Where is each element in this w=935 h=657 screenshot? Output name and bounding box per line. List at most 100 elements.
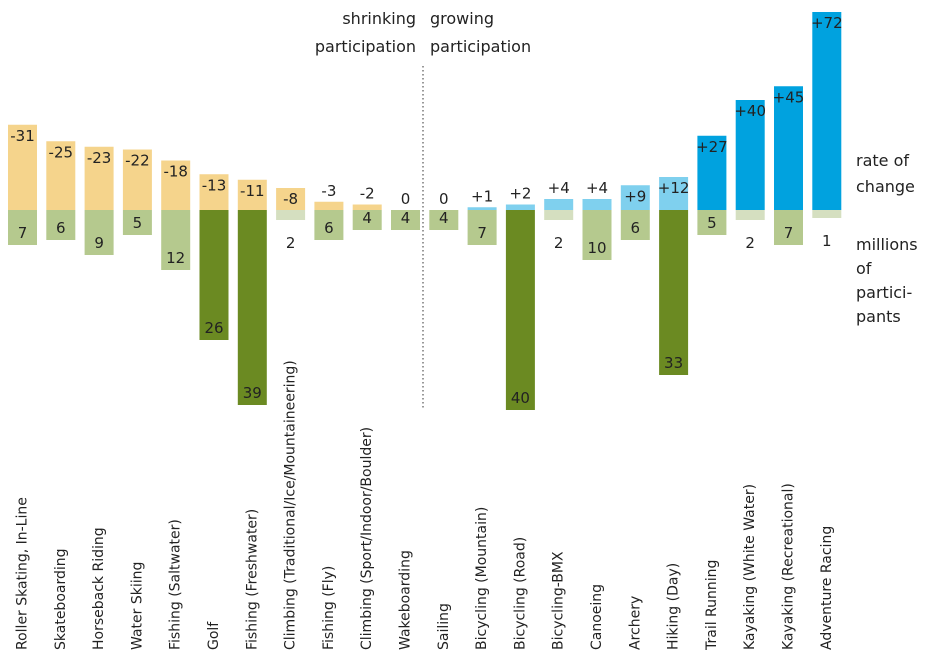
category-label: Roller Skating, In-Line (15, 497, 31, 650)
rate-label: -11 (240, 182, 265, 200)
participants-bar (812, 210, 842, 218)
rate-bar (122, 149, 152, 210)
growing-label-line2: participation (430, 37, 531, 56)
shrinking-label-line2: participation (315, 37, 416, 56)
rate-bar (352, 204, 382, 210)
rate-label: 0 (439, 190, 449, 208)
rate-label: +45 (773, 88, 805, 106)
rate-bar (314, 201, 344, 210)
rate-bar (46, 141, 76, 210)
rate-label: 0 (401, 190, 411, 208)
participants-bar (620, 210, 650, 240)
participants-label: 6 (324, 219, 334, 237)
participants-label: 6 (631, 219, 641, 237)
participants-bar (429, 210, 459, 230)
category-label: Canoeing (589, 584, 605, 650)
category-label: Kayaking (Recreational) (781, 483, 797, 650)
rate-label: -13 (202, 176, 227, 194)
participants-label: 12 (166, 249, 185, 267)
rate-label: -22 (125, 152, 150, 170)
category-label: Bicycling-BMX (551, 551, 567, 650)
rate-side-label-line1: rate of (856, 151, 909, 170)
rate-label: -25 (49, 143, 74, 161)
participants-side-label-line3: partici- (856, 283, 912, 302)
rate-bar (812, 12, 842, 210)
category-label: Skateboarding (53, 548, 69, 650)
category-label: Adventure Racing (819, 526, 835, 650)
category-label: Archery (627, 596, 643, 650)
category-label: Horseback Riding (91, 527, 107, 650)
rate-label: -23 (87, 149, 112, 167)
participants-label: 4 (439, 209, 449, 227)
bars-layer (8, 12, 842, 410)
rate-label: +2 (509, 185, 531, 203)
participants-bar (467, 210, 497, 245)
category-label: Sailing (436, 603, 452, 650)
participants-label: 33 (664, 354, 683, 372)
participants-side-label-line1: millions (856, 235, 918, 254)
participants-bar (161, 210, 191, 270)
rate-label: +1 (471, 187, 493, 205)
participants-bar (735, 210, 765, 220)
participants-bar (46, 210, 76, 240)
rate-label: -31 (10, 127, 35, 145)
participants-bar (352, 210, 382, 230)
participants-label: 9 (94, 234, 104, 252)
rate-side-label-line2: change (856, 177, 915, 196)
participants-bar (774, 210, 803, 245)
category-label: Wakeboarding (398, 550, 414, 650)
participants-side-label-line2: of (856, 259, 872, 278)
participants-label: 7 (477, 224, 487, 242)
rate-label: +40 (734, 102, 766, 120)
rate-label: +72 (811, 14, 843, 32)
rate-label: -3 (321, 182, 336, 200)
participants-label: 7 (784, 224, 794, 242)
category-label: Water Skiing (129, 562, 145, 650)
category-label: Fishing (Saltwater) (168, 519, 184, 650)
participants-bar (659, 210, 689, 375)
rate-bar (8, 124, 37, 210)
rate-label: +27 (696, 138, 728, 156)
participants-label: 40 (511, 389, 530, 407)
rate-bar (582, 199, 612, 210)
participants-label: 5 (707, 214, 717, 232)
category-label: Fishing (Freshwater) (244, 509, 260, 650)
participants-label: 2 (554, 234, 564, 252)
participants-bar (697, 210, 727, 235)
participants-bar (8, 210, 37, 245)
participants-label: 1 (822, 232, 832, 250)
category-label: Fishing (Fly) (321, 566, 337, 650)
rate-bar (659, 177, 689, 210)
participants-bar (391, 210, 420, 230)
rate-label: +4 (586, 179, 608, 197)
rate-label: -18 (163, 163, 188, 181)
growing-label-line1: growing (430, 9, 494, 28)
rate-bar (237, 179, 267, 210)
category-label: Climbing (Sport/Indoor/Boulder) (359, 427, 375, 650)
category-label: Bicycling (Road) (512, 537, 528, 650)
participants-bar (582, 210, 612, 260)
shrinking-label-line1: shrinking (342, 9, 416, 28)
rate-label: -8 (283, 190, 298, 208)
participants-bar (544, 210, 574, 220)
rate-bar (505, 204, 535, 210)
participants-label: 10 (587, 239, 606, 257)
rate-bar (620, 185, 650, 210)
participants-label: 4 (362, 209, 372, 227)
rate-bar (467, 207, 497, 210)
category-label: Golf (206, 621, 222, 650)
category-label: Climbing (Traditional/Ice/Mountaineering… (283, 360, 299, 650)
participants-label: 2 (286, 234, 296, 252)
category-label: Kayaking (White Water) (742, 484, 758, 650)
rate-label: +12 (658, 179, 690, 197)
category-label: Bicycling (Mountain) (474, 507, 490, 650)
participants-bar (237, 210, 267, 405)
participants-bar (122, 210, 152, 235)
participants-bar (276, 210, 306, 220)
participants-label: 4 (401, 209, 411, 227)
participants-label: 2 (745, 234, 755, 252)
rate-label: +9 (624, 187, 646, 205)
participants-label: 7 (18, 224, 28, 242)
category-label: Hiking (Day) (666, 563, 682, 650)
